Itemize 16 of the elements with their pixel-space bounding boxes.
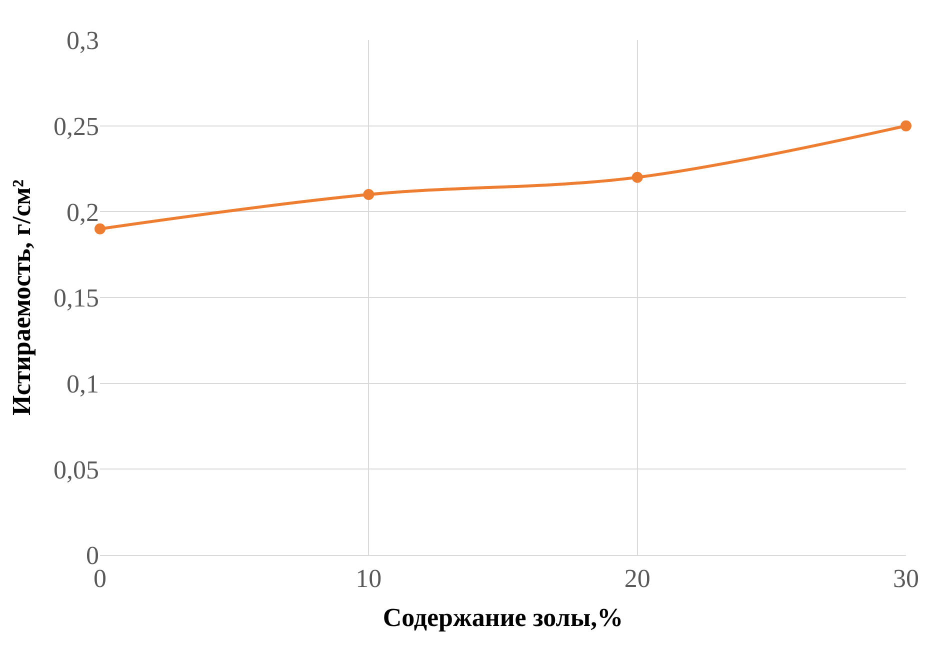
y-tick-label: 0,1 (66, 369, 99, 398)
x-axis-title: Содержание золы,% (382, 602, 624, 632)
y-tick-label: 0,15 (54, 284, 99, 313)
point (363, 189, 374, 200)
y-tick-label: 0 (86, 541, 99, 570)
point (900, 120, 912, 132)
x-tick-label: 20 (624, 564, 650, 594)
x-tick-label: 30 (893, 564, 919, 594)
y-tick-label: 0,3 (66, 26, 99, 56)
point (94, 223, 106, 234)
x-tick-label: 10 (356, 564, 382, 594)
y-tick-label: 0,2 (66, 198, 99, 227)
y-axis-title: Истираемость, г/см² (6, 179, 36, 416)
y-tick-label: 0,05 (54, 455, 99, 484)
point (632, 172, 643, 183)
y-tick-label: 0,25 (54, 112, 99, 141)
